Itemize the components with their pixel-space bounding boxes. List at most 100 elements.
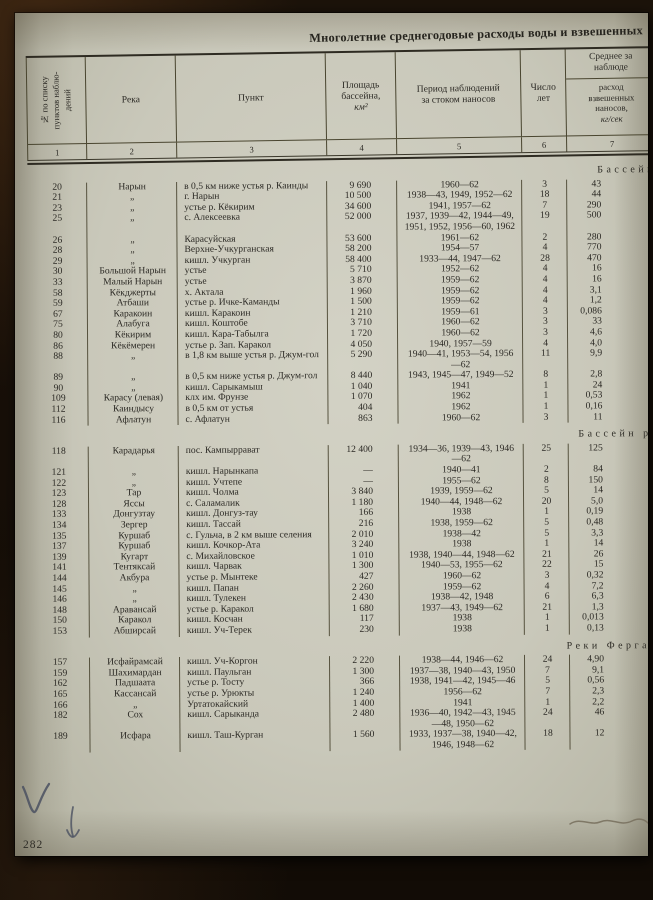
cell-period: 1937, 1939—42, 1944—49, 1951, 1952, 1956… xyxy=(404,210,516,233)
cell-river: „ xyxy=(130,212,135,224)
squiggle-pen-icon xyxy=(569,818,648,825)
column-header-area: Площадь бассейна, км² xyxy=(325,52,398,140)
cell-area: 863 xyxy=(358,412,373,424)
scanned-page: Многолетние среднегодовые расходы воды и… xyxy=(15,13,648,856)
cell-area: 12 400 xyxy=(346,443,373,455)
section-rows: 20 Нарын в 0,5 км ниже устья р. Каинды 9… xyxy=(27,178,648,427)
cell-discharge: 280 xyxy=(587,230,602,243)
cell-years: 19 xyxy=(539,210,550,222)
cell-number: 153 xyxy=(52,625,68,637)
cell-river: Сох xyxy=(127,709,144,721)
cell-discharge: 0,56 xyxy=(587,674,605,686)
cell-point: кишл. Сарыканда xyxy=(187,708,260,721)
cell-discharge: 9,9 xyxy=(590,347,603,359)
cell-discharge: 500 xyxy=(586,209,602,221)
column-header-mean-discharge: Среднее за наблюде расход взвешенных нан… xyxy=(565,48,648,135)
cell-years: 3 xyxy=(543,411,549,423)
table-row: 189 Исфара кишл. Таш-Курган 1 560 1933, … xyxy=(30,728,648,753)
column-header-index: № по списку пунктов наблю- дений xyxy=(25,57,88,144)
table-row: 116 Афлатун с. Афлатун 863 1960—62 3 11 xyxy=(29,411,648,426)
cell-river: „ xyxy=(130,350,136,362)
cell-discharge: 15 xyxy=(593,558,604,570)
cell-discharge: 9,1 xyxy=(592,664,605,676)
cell-discharge: 84 xyxy=(593,463,603,475)
cell-river: Афлатун xyxy=(115,413,152,426)
cell-point: кишл. Уч-Терек xyxy=(186,624,252,636)
cell-discharge: 0,16 xyxy=(585,400,603,412)
table-section-naryn: Бассейн 20 Нарын в 0,5 км ниже устья р. … xyxy=(27,164,648,427)
cell-discharge: 14 xyxy=(593,484,604,496)
cell-area: 52 000 xyxy=(344,211,372,223)
cell-area: 5 290 xyxy=(350,348,373,361)
cell-number: 25 xyxy=(52,213,63,225)
section-rows: 118 Карадарья пос. Кампыррават 12 400 19… xyxy=(28,442,648,638)
cell-river: Исфара xyxy=(120,730,151,742)
cell-discharge: 16 xyxy=(591,262,602,274)
table-section-karadarya: Бассейн р. 118 Карадарья пос. Кампыррава… xyxy=(28,428,648,638)
cell-discharge: 0,013 xyxy=(582,611,604,623)
cell-discharge: 14 xyxy=(593,537,604,549)
cell-discharge: 44 xyxy=(591,188,602,200)
column-header-years: Число лет xyxy=(520,49,567,137)
down-arrow-pen-icon xyxy=(66,806,80,838)
table-header: № по списку пунктов наблю- дений Река Пу… xyxy=(25,46,648,165)
section-header: Реки Ферган xyxy=(566,639,648,652)
cell-period: 1933, 1937—38, 1940—42, 1946, 1948—62 xyxy=(408,728,517,751)
cell-area: 1 560 xyxy=(352,729,375,741)
page-number: 282 xyxy=(23,839,44,851)
cell-discharge: 5,0 xyxy=(591,495,604,507)
cell-discharge: 0,13 xyxy=(586,622,604,634)
cell-years: 11 xyxy=(540,347,551,359)
cell-discharge: 7,2 xyxy=(591,579,604,592)
cell-discharge: 4,0 xyxy=(590,336,603,348)
page-content: Многолетние среднегодовые расходы воды и… xyxy=(25,23,648,754)
cell-years: 18 xyxy=(543,728,553,740)
cell-area: 230 xyxy=(359,623,374,635)
cell-discharge: 0,48 xyxy=(586,516,604,528)
cell-period: 1934—36, 1939—43, 1946—62 xyxy=(408,442,515,465)
section-header: Бассейн р. xyxy=(578,428,648,440)
cell-years: 24 xyxy=(543,706,553,718)
cell-discharge: 2,2 xyxy=(592,695,605,707)
cell-discharge: 46 xyxy=(594,706,605,718)
cell-discharge: 3,3 xyxy=(591,527,604,539)
cell-discharge: 2,3 xyxy=(592,685,605,697)
cell-area: 2 480 xyxy=(352,707,375,720)
cell-discharge: 0,53 xyxy=(585,389,603,401)
column-header-river: Река xyxy=(85,55,178,144)
cell-discharge: 470 xyxy=(587,252,602,264)
cell-number: 189 xyxy=(53,730,68,743)
cell-point: в 1,8 км выше устья р. Джум-гол xyxy=(185,349,319,362)
cell-discharge: 6,3 xyxy=(591,590,604,602)
cell-years: 3 xyxy=(543,326,548,338)
cell-discharge: 150 xyxy=(588,474,603,486)
checkmark-pen-icon xyxy=(21,782,51,814)
cell-discharge: 290 xyxy=(586,199,602,211)
cell-number: 182 xyxy=(53,709,68,721)
cell-discharge: 33 xyxy=(592,315,602,327)
cell-discharge: 3,1 xyxy=(589,283,602,296)
cell-river: Абширсай xyxy=(113,625,157,637)
cell-years: 25 xyxy=(541,442,552,454)
table-body: Бассейн 20 Нарын в 0,5 км ниже устья р. … xyxy=(27,164,648,754)
table-section-fergana: Реки Ферган 157 Исфайрамсай кишл. Уч-Кор… xyxy=(29,639,648,754)
cell-discharge: 24 xyxy=(592,379,603,391)
section-header: Бассейн xyxy=(597,164,648,176)
cell-number: 88 xyxy=(53,350,63,362)
column-header-period: Период наблюдений за стоком наносов xyxy=(395,50,522,139)
cell-period: 1938 xyxy=(452,623,472,635)
cell-period: 1936—40, 1942—43, 1945—48, 1950—62 xyxy=(410,707,516,730)
cell-period: 1940—41, 1953—54, 1956—62 xyxy=(407,348,514,371)
cell-discharge: 12 xyxy=(594,727,605,739)
table-row: 153 Абширсай кишл. Уч-Терек 230 1938 1 0… xyxy=(30,622,648,637)
cell-discharge: 16 xyxy=(592,273,602,285)
cell-discharge: 26 xyxy=(593,548,604,560)
cell-discharge: 2,8 xyxy=(590,368,603,380)
cell-discharge: 0,086 xyxy=(580,305,602,317)
cell-discharge: 770 xyxy=(587,241,602,253)
cell-discharge: 0,19 xyxy=(586,505,604,517)
cell-discharge: 4,6 xyxy=(589,326,603,338)
cell-discharge: 0,32 xyxy=(586,569,604,581)
cell-discharge: 11 xyxy=(593,411,603,423)
